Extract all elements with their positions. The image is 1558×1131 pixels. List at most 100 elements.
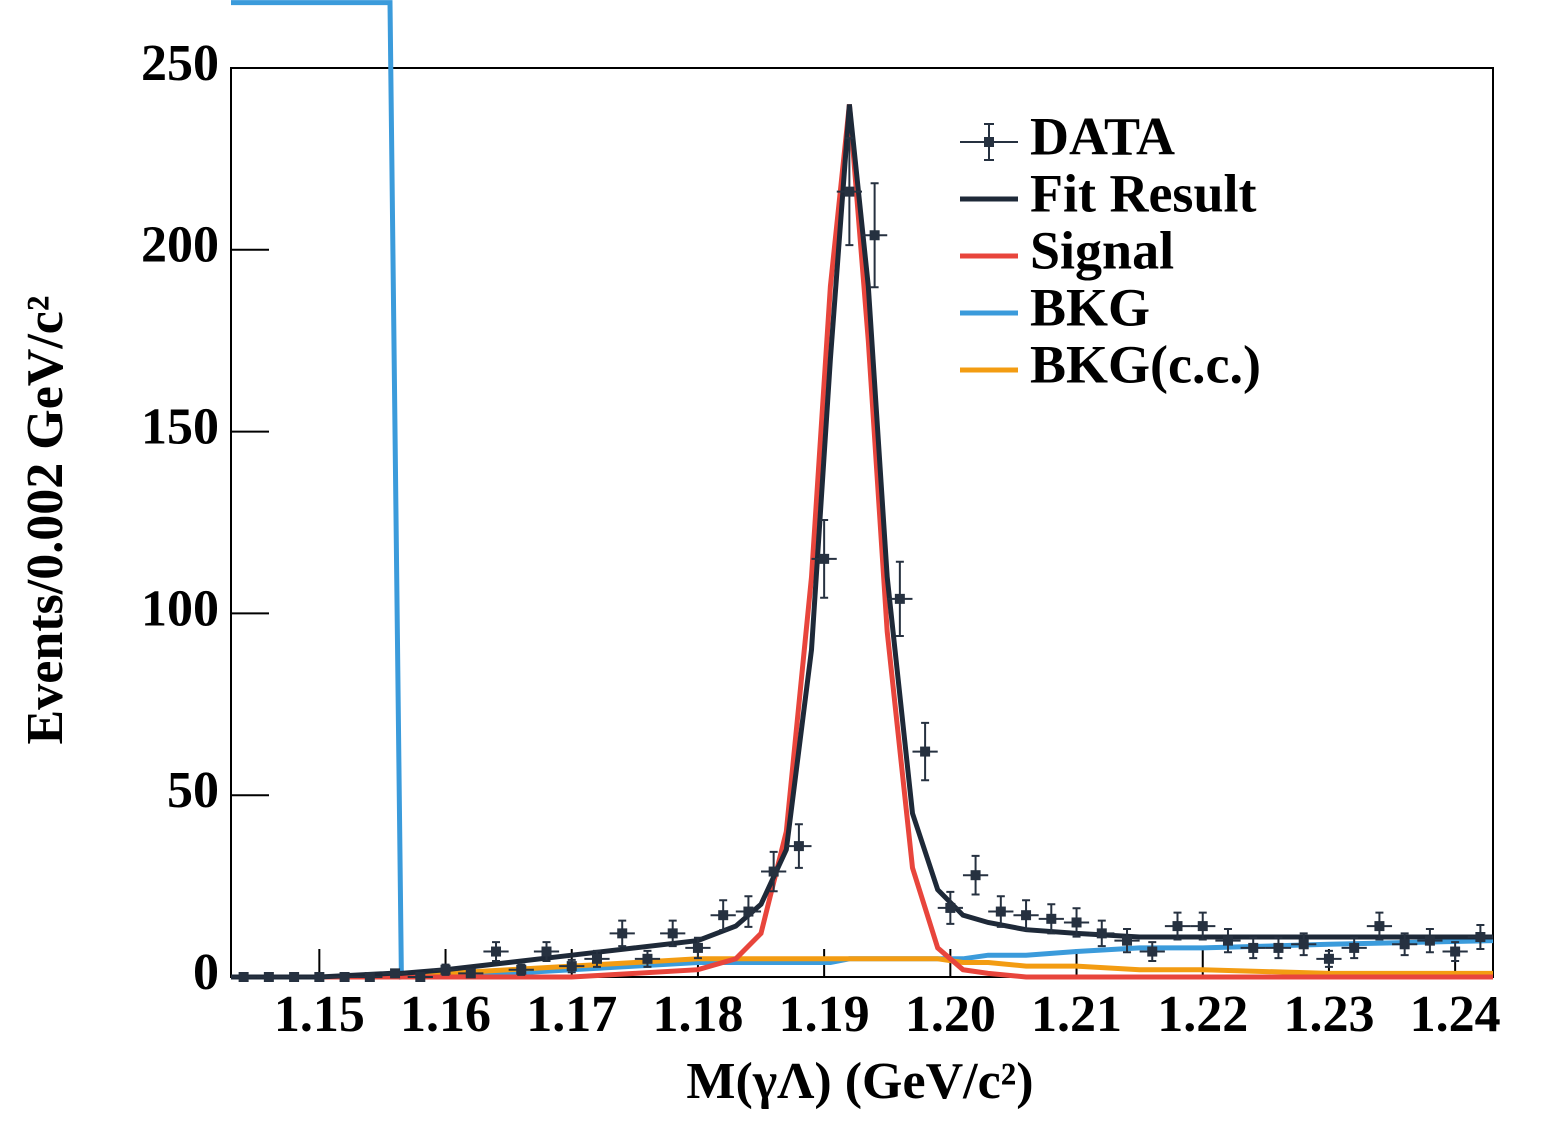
- data-point: [1063, 907, 1090, 938]
- data-point: [1190, 911, 1216, 941]
- x-tick-label: 1.23: [1283, 986, 1374, 1043]
- marker: [667, 928, 678, 939]
- data-point: [1442, 941, 1468, 963]
- marker: [1147, 946, 1158, 957]
- marker: [289, 972, 300, 982]
- data-point: [1215, 928, 1241, 954]
- data-point: [710, 899, 736, 932]
- data-point: [281, 972, 307, 982]
- data-point: [836, 137, 862, 247]
- marker: [844, 186, 855, 197]
- x-tick-label: 1.19: [779, 986, 870, 1043]
- data-point: [382, 968, 408, 979]
- data-point: [458, 968, 484, 979]
- data-point: [1392, 932, 1418, 957]
- marker: [1222, 935, 1233, 946]
- y-tick-label: 0: [193, 944, 219, 1001]
- data-point: [634, 949, 661, 968]
- marker: [819, 553, 830, 564]
- marker: [718, 910, 729, 921]
- data-point: [584, 949, 610, 968]
- x-tick-label: 1.22: [1157, 986, 1248, 1043]
- data-point: [761, 850, 787, 893]
- x-tick-label: 1.17: [526, 986, 617, 1043]
- y-tick-label: 200: [141, 217, 219, 274]
- marker: [1096, 928, 1107, 939]
- marker: [541, 946, 552, 957]
- data-point: [1164, 911, 1191, 941]
- data-point: [357, 972, 383, 982]
- marker: [1399, 939, 1410, 950]
- marker: [364, 972, 375, 982]
- data-point: [1341, 936, 1367, 960]
- marker: [491, 946, 502, 957]
- data-point: [559, 958, 585, 974]
- marker: [1450, 946, 1461, 957]
- data-point: [306, 972, 332, 982]
- data-point: [1013, 899, 1039, 932]
- data-point: [609, 919, 635, 948]
- marker: [516, 964, 527, 975]
- data-point: [1139, 941, 1165, 963]
- marker: [894, 593, 905, 604]
- marker: [1298, 939, 1309, 950]
- marker: [1122, 935, 1133, 946]
- legend-label: BKG(c.c.): [1030, 334, 1261, 394]
- legend-label: Fit Result: [1030, 163, 1256, 223]
- marker: [440, 964, 451, 975]
- marker: [869, 230, 880, 241]
- marker: [415, 972, 426, 982]
- data-point: [432, 963, 459, 976]
- marker: [920, 746, 931, 757]
- x-tick-label: 1.18: [652, 986, 743, 1043]
- marker: [1374, 921, 1385, 932]
- marker: [617, 928, 628, 939]
- x-tick-label: 1.16: [400, 986, 491, 1043]
- marker: [1172, 921, 1183, 932]
- data-point: [937, 890, 963, 925]
- marker: [1475, 932, 1486, 943]
- data-point: [1291, 932, 1317, 957]
- curve: [231, 0, 1494, 980]
- x-tick-label: 1.15: [274, 986, 365, 1043]
- data-point: [1467, 924, 1493, 951]
- marker: [1071, 917, 1082, 928]
- x-tick-label: 1.20: [905, 986, 996, 1043]
- data-point: [256, 972, 282, 982]
- legend-symbol: [984, 137, 994, 147]
- data-point: [862, 182, 888, 289]
- y-axis-title: Events/0.002 GeV/c²: [17, 296, 74, 745]
- marker: [238, 972, 249, 982]
- marker: [642, 953, 653, 964]
- marker: [1349, 942, 1360, 953]
- data-point: [962, 854, 989, 896]
- data-point: [231, 972, 257, 982]
- data-point: [407, 972, 433, 982]
- marker: [1273, 942, 1284, 953]
- marker: [1046, 913, 1057, 924]
- marker: [566, 961, 577, 972]
- marker: [339, 972, 350, 982]
- marker: [1248, 942, 1259, 953]
- marker: [465, 968, 476, 979]
- x-tick-label: 1.24: [1410, 986, 1501, 1043]
- marker: [995, 906, 1006, 917]
- data-point: [988, 895, 1014, 928]
- data-point: [533, 941, 560, 963]
- marker: [1424, 935, 1435, 946]
- data-point: [660, 919, 686, 948]
- legend-label: DATA: [1030, 106, 1175, 166]
- marker: [591, 953, 602, 964]
- y-tick-label: 100: [141, 580, 219, 637]
- data-point: [1089, 919, 1115, 948]
- legend-label: BKG: [1030, 277, 1150, 337]
- marker: [1021, 910, 1032, 921]
- marker: [390, 968, 401, 979]
- y-tick-label: 50: [167, 762, 219, 819]
- data-point: [1265, 936, 1292, 960]
- data-point: [811, 518, 837, 599]
- data-point: [483, 941, 509, 963]
- data-point: [1316, 949, 1342, 968]
- marker: [793, 841, 804, 852]
- marker: [1323, 953, 1334, 964]
